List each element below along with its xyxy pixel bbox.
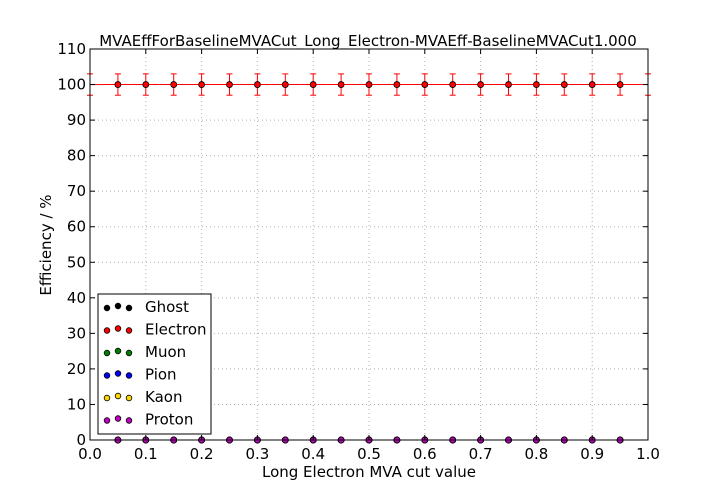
legend-entry-electron: Electron [103, 321, 207, 339]
data-point [560, 81, 568, 88]
legend-marker [125, 349, 133, 357]
x-tick-label: 0.3 [245, 445, 269, 463]
y-tick-label: 110 [57, 40, 86, 58]
legend-marker [125, 327, 133, 334]
data-point [142, 81, 150, 88]
legend-entry-proton: Proton [103, 411, 193, 429]
legend-label: Electron [145, 321, 207, 339]
y-tick-label: 60 [67, 218, 86, 236]
legend-marker [125, 417, 133, 424]
legend-marker [103, 327, 111, 334]
legend-marker [103, 394, 111, 402]
legend-marker [114, 370, 122, 377]
x-tick-label: 0.2 [190, 445, 214, 463]
data-point [365, 81, 373, 88]
series-electron [87, 73, 651, 96]
x-tick-label: 0.9 [580, 445, 604, 463]
y-tick-label: 20 [67, 360, 86, 378]
data-point [616, 81, 624, 88]
data-point [505, 81, 512, 88]
y-tick-label: 40 [67, 289, 86, 307]
legend-marker [103, 417, 111, 424]
legend-entry-kaon: Kaon [103, 388, 182, 406]
x-tick-label: 1.0 [636, 445, 660, 463]
legend-marker [103, 372, 111, 379]
y-tick-label: 90 [67, 111, 86, 129]
data-point [533, 81, 540, 88]
legend-marker [125, 394, 133, 402]
legend: Ghost Electron Muon Pion Kaon Proton [97, 293, 212, 435]
legend-marker [103, 304, 111, 312]
data-point [309, 81, 317, 88]
legend-label: Ghost [145, 298, 189, 316]
legend-entry-ghost: Ghost [103, 298, 189, 316]
legend-marker [125, 372, 133, 379]
y-axis-title: Efficiency / % [37, 194, 55, 295]
legend-entry-muon: Muon [103, 343, 186, 361]
x-tick-label: 0.1 [134, 445, 158, 463]
data-point [198, 81, 206, 88]
x-tick-label: 0.6 [413, 445, 437, 463]
legend-label: Proton [145, 411, 193, 429]
legend-label: Muon [145, 343, 186, 361]
legend-label: Pion [145, 366, 177, 384]
x-tick-label: 0.8 [524, 445, 548, 463]
data-point [281, 81, 289, 88]
data-point [421, 81, 429, 88]
x-tick-label: 0.0 [78, 445, 102, 463]
legend-marker [125, 304, 133, 312]
y-tick-label: 70 [67, 182, 86, 200]
data-point [114, 81, 122, 88]
data-point [337, 81, 345, 88]
legend-entry-pion: Pion [103, 366, 177, 384]
y-tick-label: 0 [76, 431, 86, 449]
legend-marker [114, 392, 122, 400]
legend-marker [103, 349, 111, 357]
y-tick-label: 80 [67, 147, 86, 165]
x-axis-title: Long Electron MVA cut value [262, 463, 476, 481]
ticks: 0.0 0.1 0.2 0.3 0.4 0.5 0.6 0.7 0.8 0.9 1.0 0 10 20 30… [57, 40, 660, 463]
legend-marker [114, 302, 122, 310]
x-tick-label: 0.7 [469, 445, 493, 463]
data-point [170, 81, 178, 88]
data-point [449, 81, 457, 88]
y-tick-label: 50 [67, 253, 86, 271]
data-point [253, 81, 261, 88]
x-tick-label: 0.5 [357, 445, 381, 463]
legend-marker [114, 415, 122, 422]
legend-marker [114, 325, 122, 332]
data-point [477, 81, 485, 88]
data-point [588, 81, 596, 88]
y-tick-label: 30 [67, 324, 86, 342]
x-tick-label: 0.4 [301, 445, 325, 463]
data-point [393, 81, 401, 88]
legend-label: Kaon [145, 388, 182, 406]
data-point [226, 81, 233, 88]
legend-frame [97, 293, 212, 435]
y-tick-label: 100 [57, 76, 86, 94]
legend-marker [114, 347, 122, 355]
chart-title: MVAEffForBaselineMVACut_Long_Electron-MV… [99, 32, 637, 51]
y-tick-label: 10 [67, 395, 86, 413]
